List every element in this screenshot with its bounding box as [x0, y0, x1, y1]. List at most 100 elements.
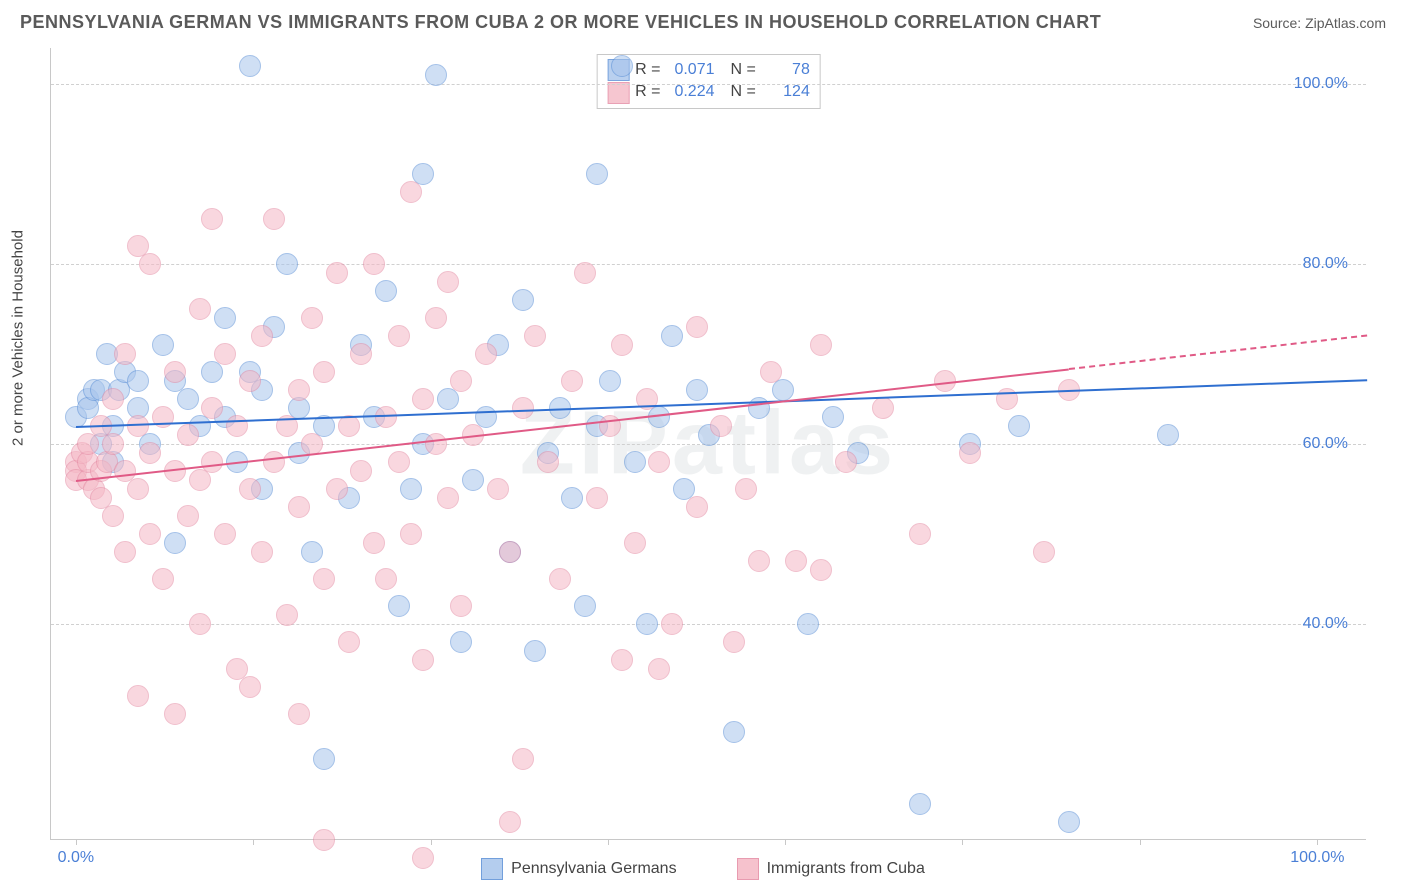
- data-point: [611, 334, 633, 356]
- data-point: [487, 478, 509, 500]
- data-point: [549, 568, 571, 590]
- data-point: [437, 271, 459, 293]
- data-point: [239, 478, 261, 500]
- data-point: [810, 334, 832, 356]
- data-point: [586, 163, 608, 185]
- data-point: [127, 370, 149, 392]
- data-point: [102, 505, 124, 527]
- data-point: [599, 370, 621, 392]
- data-point: [425, 64, 447, 86]
- data-point: [425, 433, 447, 455]
- data-point: [127, 685, 149, 707]
- data-point: [748, 550, 770, 572]
- data-point: [388, 325, 410, 347]
- data-point: [822, 406, 844, 428]
- y-tick-label: 60.0%: [1303, 435, 1348, 453]
- legend-swatch: [481, 858, 503, 880]
- gridline: [51, 264, 1366, 265]
- data-point: [425, 307, 447, 329]
- source-label: Source: ZipAtlas.com: [1253, 15, 1386, 31]
- y-axis-label: 2 or more Vehicles in Household: [10, 230, 27, 446]
- x-tick-mark: [1317, 839, 1318, 845]
- data-point: [139, 523, 161, 545]
- data-point: [909, 793, 931, 815]
- data-point: [686, 496, 708, 518]
- x-tick-mark: [76, 839, 77, 845]
- data-point: [177, 505, 199, 527]
- data-point: [661, 613, 683, 635]
- gridline: [51, 84, 1366, 85]
- data-point: [288, 379, 310, 401]
- data-point: [1058, 811, 1080, 833]
- data-point: [785, 550, 807, 572]
- data-point: [152, 568, 174, 590]
- data-point: [661, 325, 683, 347]
- data-point: [152, 334, 174, 356]
- data-point: [574, 595, 596, 617]
- data-point: [313, 568, 335, 590]
- data-point: [276, 604, 298, 626]
- data-point: [586, 487, 608, 509]
- data-point: [810, 559, 832, 581]
- data-point: [624, 532, 646, 554]
- data-point: [499, 811, 521, 833]
- data-point: [524, 325, 546, 347]
- data-point: [686, 379, 708, 401]
- data-point: [512, 397, 534, 419]
- data-point: [114, 541, 136, 563]
- data-point: [313, 361, 335, 383]
- data-point: [251, 325, 273, 347]
- data-point: [263, 208, 285, 230]
- data-point: [686, 316, 708, 338]
- data-point: [400, 478, 422, 500]
- x-tick-mark: [431, 839, 432, 845]
- data-point: [388, 451, 410, 473]
- data-point: [239, 676, 261, 698]
- data-point: [288, 496, 310, 518]
- data-point: [760, 361, 782, 383]
- data-point: [648, 451, 670, 473]
- data-point: [177, 424, 199, 446]
- stat-legend-row: R =0.071N =78: [607, 59, 810, 81]
- data-point: [636, 613, 658, 635]
- data-point: [313, 829, 335, 851]
- data-point: [872, 397, 894, 419]
- data-point: [450, 370, 472, 392]
- stat-r-label: R =: [635, 59, 660, 81]
- data-point: [350, 460, 372, 482]
- data-point: [959, 442, 981, 464]
- data-point: [102, 433, 124, 455]
- series-legend: Pennsylvania Germans Immigrants from Cuba: [0, 858, 1406, 880]
- x-tick-mark: [962, 839, 963, 845]
- data-point: [475, 343, 497, 365]
- data-point: [412, 649, 434, 671]
- data-point: [214, 307, 236, 329]
- data-point: [648, 658, 670, 680]
- data-point: [102, 388, 124, 410]
- data-point: [772, 379, 794, 401]
- data-point: [301, 307, 323, 329]
- data-point: [437, 487, 459, 509]
- y-tick-label: 40.0%: [1303, 615, 1348, 633]
- data-point: [512, 748, 534, 770]
- stat-n-label: N =: [731, 59, 756, 81]
- data-point: [239, 55, 261, 77]
- legend-swatch: [737, 858, 759, 880]
- data-point: [164, 703, 186, 725]
- data-point: [710, 415, 732, 437]
- data-point: [561, 487, 583, 509]
- gridline: [51, 624, 1366, 625]
- data-point: [400, 523, 422, 545]
- data-point: [574, 262, 596, 284]
- legend-item: Pennsylvania Germans: [481, 858, 676, 880]
- data-point: [164, 532, 186, 554]
- legend-label: Immigrants from Cuba: [767, 860, 925, 878]
- data-point: [127, 478, 149, 500]
- x-tick-mark: [785, 839, 786, 845]
- data-point: [214, 523, 236, 545]
- data-point: [239, 370, 261, 392]
- data-point: [114, 343, 136, 365]
- data-point: [1008, 415, 1030, 437]
- data-point: [909, 523, 931, 545]
- data-point: [388, 595, 410, 617]
